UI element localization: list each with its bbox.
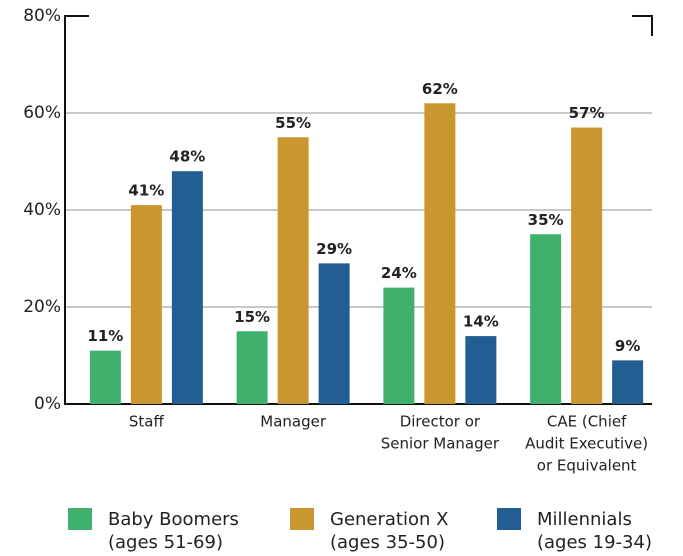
legend-label: (ages 35-50) — [330, 532, 445, 553]
x-tick-label: Staff — [129, 413, 165, 431]
bar — [236, 331, 268, 404]
legend-label: Generation X — [330, 509, 448, 530]
data-label: 24% — [381, 264, 417, 282]
bar — [383, 287, 415, 404]
bar — [571, 127, 603, 405]
x-tick-label: or Equivalent — [537, 457, 637, 475]
legend-swatch — [68, 508, 92, 530]
data-label: 11% — [87, 327, 123, 345]
bar — [277, 137, 309, 404]
bar — [89, 350, 121, 404]
bar — [130, 205, 162, 404]
legend-swatch — [497, 508, 521, 530]
y-tick-label: 0% — [34, 394, 61, 414]
x-tick-label: Senior Manager — [381, 435, 500, 453]
bar — [612, 360, 644, 404]
y-tick-label: 60% — [23, 103, 61, 123]
data-label: 57% — [569, 104, 605, 122]
data-label: 62% — [422, 80, 458, 98]
y-tick-label: 40% — [23, 200, 61, 220]
bar — [530, 234, 562, 404]
bar — [318, 263, 350, 404]
legend-label: (ages 19-34) — [537, 532, 652, 553]
data-label: 29% — [316, 240, 352, 258]
x-tick-label: Audit Executive) — [525, 435, 648, 453]
x-tick-label: Manager — [260, 413, 327, 431]
bar — [424, 103, 456, 405]
data-label: 9% — [615, 337, 640, 355]
axis-frame — [64, 15, 653, 405]
legend-swatch — [290, 508, 314, 530]
y-tick-label: 20% — [23, 297, 61, 317]
legend-label: Baby Boomers — [108, 509, 239, 530]
y-tick-label: 80% — [23, 6, 61, 26]
data-label: 35% — [528, 211, 564, 229]
bar — [465, 336, 497, 404]
data-label: 55% — [275, 114, 311, 132]
legend-label: Millennials — [537, 509, 632, 530]
data-label: 41% — [128, 182, 164, 200]
x-tick-label: CAE (Chief — [547, 413, 627, 431]
x-tick-label: Director or — [400, 413, 481, 431]
data-label: 14% — [463, 313, 499, 331]
legend-label: (ages 51-69) — [108, 532, 223, 553]
data-label: 48% — [169, 148, 205, 166]
data-label: 15% — [234, 308, 270, 326]
bar — [171, 171, 203, 404]
